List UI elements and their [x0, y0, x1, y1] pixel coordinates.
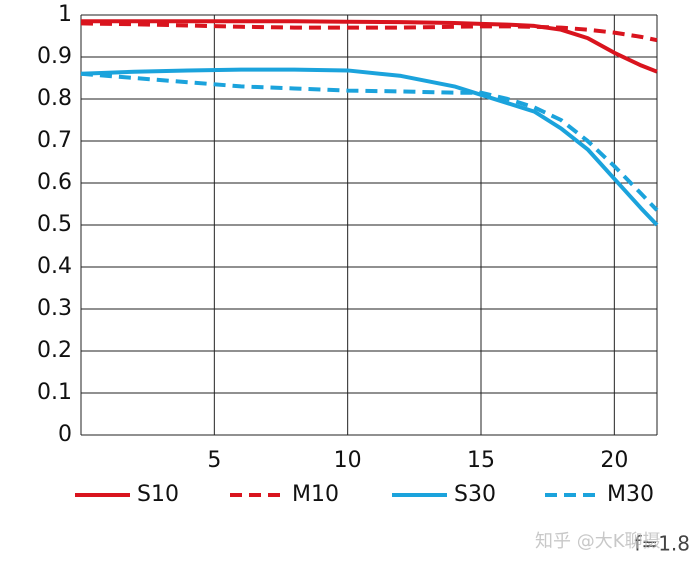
y-tick-label: 0.8 — [37, 86, 72, 111]
y-tick-label: 0.1 — [37, 380, 72, 405]
x-tick-label: 20 — [600, 448, 628, 473]
y-tick-label: 0.6 — [37, 170, 72, 195]
series-line — [81, 19, 658, 74]
series-line — [80, 21, 658, 43]
legend-label: M10 — [292, 482, 339, 507]
y-tick-label: 0.5 — [37, 212, 72, 237]
series-line — [80, 71, 659, 212]
legend-label: M30 — [607, 482, 654, 507]
legend-label: S10 — [137, 482, 179, 507]
x-tick-label: 15 — [467, 448, 495, 473]
watermark: 知乎 @大K聊摄 — [535, 531, 661, 552]
x-tick-label: 10 — [334, 448, 362, 473]
series-line — [80, 67, 659, 227]
y-tick-label: 0.9 — [37, 44, 72, 69]
y-tick-label: 1 — [58, 2, 72, 27]
y-tick-label: 0.3 — [37, 296, 72, 321]
annotation: f=1.8 — [634, 532, 690, 556]
x-tick-label: 5 — [207, 448, 221, 473]
y-tick-label: 0.2 — [37, 338, 72, 363]
y-tick-label: 0.4 — [37, 254, 72, 279]
legend-label: S30 — [454, 482, 496, 507]
y-tick-label: 0 — [58, 422, 72, 447]
y-tick-label: 0.7 — [37, 128, 72, 153]
